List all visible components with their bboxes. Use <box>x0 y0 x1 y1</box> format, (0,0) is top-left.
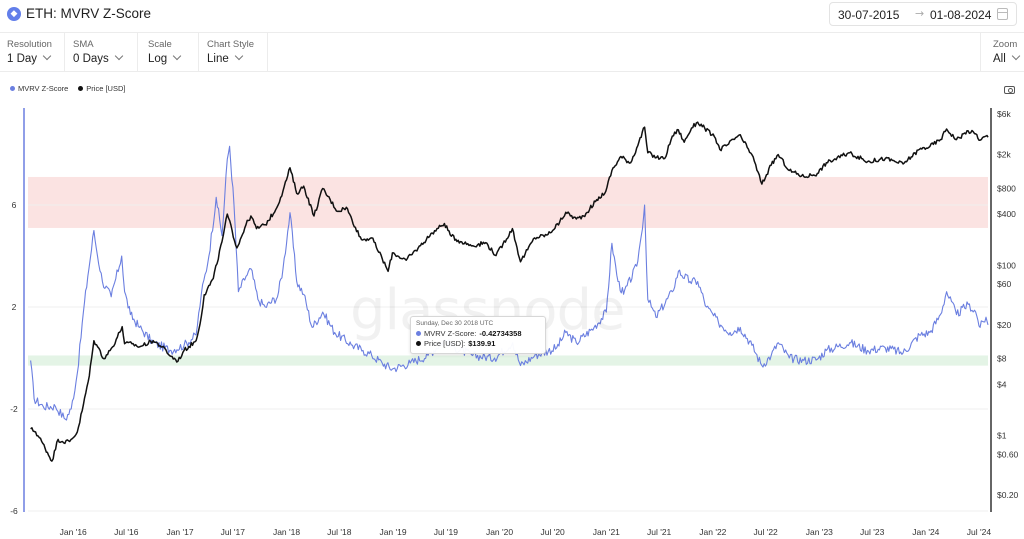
date-range-picker[interactable]: 30-07-2015 → 01-08-2024 <box>829 2 1017 26</box>
toolbar: Resolution 1 Day SMA 0 Days Scale Log Ch… <box>0 32 1024 72</box>
series-line-price <box>30 121 989 462</box>
zoom-select[interactable]: Zoom All <box>980 33 1024 71</box>
resolution-select[interactable]: Resolution 1 Day <box>0 33 65 71</box>
tooltip-row-price: Price [USD]: $139.91 <box>416 339 540 348</box>
mvrv-dot-icon <box>416 330 421 336</box>
y-right-tick-label: $0.20 <box>997 490 1019 500</box>
x-tick-label: Jan '17 <box>166 527 193 537</box>
scale-select[interactable]: Scale Log <box>141 33 199 71</box>
chevron-down-icon <box>42 51 52 61</box>
x-tick-label: Jan '24 <box>912 527 939 537</box>
x-tick-label: Jul '24 <box>967 527 992 537</box>
header: ◆ ETH: MVRV Z-Score 30-07-2015 → 01-08-2… <box>0 0 1024 30</box>
x-tick-label: Jan '20 <box>486 527 513 537</box>
chevron-down-icon <box>172 51 182 61</box>
tooltip-price-value: $139.91 <box>468 339 496 348</box>
band-undervalued <box>28 355 988 366</box>
y-left-tick-label: -2 <box>10 404 18 414</box>
chart-tooltip: Sunday, Dec 30 2018 UTC MVRV Z-Score: -0… <box>410 316 546 354</box>
x-tick-label: Jul '18 <box>327 527 352 537</box>
camera-icon[interactable] <box>1004 86 1015 94</box>
eth-logo-icon: ◆ <box>7 7 21 21</box>
date-to[interactable]: 01-08-2024 <box>930 8 992 22</box>
zoom-label: Zoom <box>993 39 1018 50</box>
sma-label: SMA <box>73 39 94 50</box>
x-tick-label: Jan '21 <box>593 527 620 537</box>
scale-value[interactable]: Log <box>148 51 182 65</box>
band-overvalued <box>28 176 988 228</box>
y-right-tick-label: $60 <box>997 279 1011 289</box>
arrow-right-icon: → <box>915 7 925 20</box>
y-right-tick-label: $8 <box>997 354 1007 364</box>
chart-style-value[interactable]: Line <box>207 51 243 65</box>
date-from[interactable]: 30-07-2015 <box>838 8 900 22</box>
y-right-tick-label: $2k <box>997 150 1011 160</box>
x-tick-label: Jan '16 <box>60 527 87 537</box>
price-dot-icon <box>78 86 84 91</box>
page-title: ETH: MVRV Z-Score <box>26 6 152 21</box>
y-left-tick-label: -6 <box>10 506 18 516</box>
legend-item-mvrv[interactable]: MVRV Z-Score <box>10 84 68 93</box>
zoom-value[interactable]: All <box>993 51 1021 65</box>
legend-item-price[interactable]: Price [USD] <box>78 84 125 93</box>
y-right-tick-label: $100 <box>997 260 1016 270</box>
x-tick-label: Jul '21 <box>647 527 672 537</box>
calendar-icon[interactable] <box>997 8 1008 20</box>
mvrv-dot-icon <box>10 86 15 91</box>
x-tick-label: Jul '23 <box>860 527 885 537</box>
tooltip-price-label: Price [USD]: <box>424 339 466 348</box>
x-tick-label: Jul '17 <box>221 527 246 537</box>
x-tick-label: Jan '23 <box>806 527 833 537</box>
x-tick-label: Jul '19 <box>434 527 459 537</box>
y-right-tick-label: $6k <box>997 109 1011 119</box>
price-dot-icon <box>416 341 421 346</box>
resolution-value[interactable]: 1 Day <box>7 51 52 65</box>
resolution-label: Resolution <box>7 39 52 50</box>
tooltip-mvrv-value: -0.42734358 <box>479 328 522 338</box>
x-tick-label: Jul '22 <box>753 527 778 537</box>
chart-svg[interactable]: 6 2 -2 -6 $6k $2k $800 $400 $100 $60 $20 $8 $4 $1 $0.6… <box>0 100 1024 539</box>
x-tick-label: Jan '22 <box>699 527 726 537</box>
tooltip-row-mvrv: MVRV Z-Score: -0.42734358 <box>416 329 540 338</box>
x-tick-label: Jul '20 <box>540 527 565 537</box>
y-right-tick-label: $0.60 <box>997 449 1019 459</box>
chart-style-label: Chart Style <box>207 39 254 50</box>
scale-label: Scale <box>148 39 172 50</box>
y-right-tick-label: $20 <box>997 320 1011 330</box>
chevron-down-icon <box>234 51 243 61</box>
y-right-tick-label: $1 <box>997 431 1007 441</box>
tooltip-date: Sunday, Dec 30 2018 UTC <box>416 320 494 327</box>
x-tick-label: Jan '19 <box>379 527 406 537</box>
chevron-down-icon <box>114 51 124 61</box>
y-right-tick-label: $800 <box>997 183 1016 193</box>
chart-legend: MVRV Z-Score Price [USD] <box>10 84 125 93</box>
legend-label-mvrv: MVRV Z-Score <box>18 84 69 93</box>
y-right-tick-label: $400 <box>997 209 1016 219</box>
tooltip-mvrv-label: MVRV Z-Score: <box>424 328 477 338</box>
y-right-tick-label: $4 <box>997 379 1007 389</box>
sma-value[interactable]: 0 Days <box>73 51 124 65</box>
y-left-tick-label: 2 <box>12 302 17 312</box>
y-left-tick-label: 6 <box>12 200 17 210</box>
sma-select[interactable]: SMA 0 Days <box>66 33 138 71</box>
x-tick-label: Jan '18 <box>273 527 300 537</box>
legend-label-price: Price [USD] <box>86 84 126 93</box>
chart-style-select[interactable]: Chart Style Line <box>200 33 268 71</box>
x-tick-label: Jul '16 <box>114 527 139 537</box>
chevron-down-icon <box>1011 51 1021 61</box>
